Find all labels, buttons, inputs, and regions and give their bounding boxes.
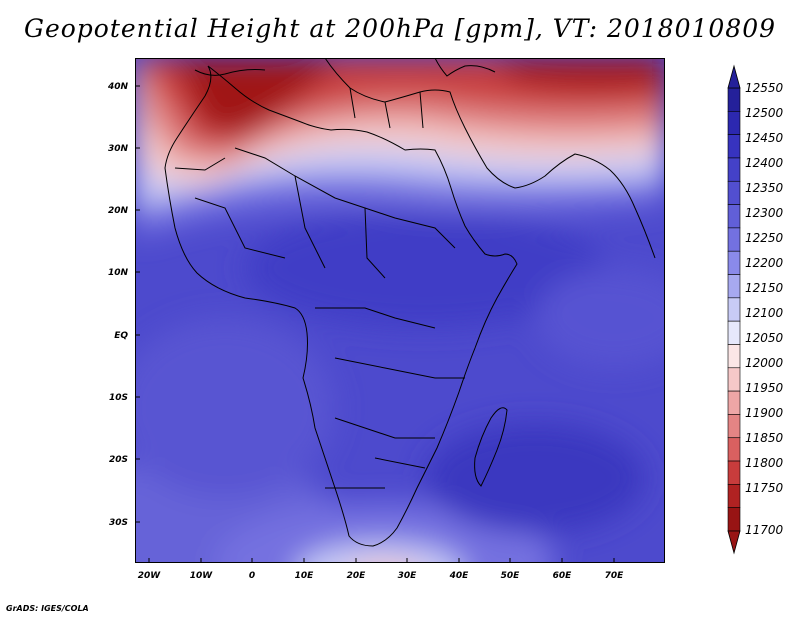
colorbar-box	[727, 274, 741, 299]
colorbar-box	[727, 460, 741, 485]
height-field	[135, 58, 665, 563]
colorbar-box	[727, 414, 741, 439]
colorbar-box	[727, 87, 741, 112]
colorbar-box	[727, 111, 741, 135]
colorbar-box	[727, 297, 741, 322]
colorbar-label: 11900	[745, 406, 784, 420]
lat-tick-label: EQ	[114, 331, 128, 341]
grads-credit: GrADS: IGES/COLA	[6, 604, 89, 613]
lon-tick-label: 10E	[295, 571, 315, 581]
colorbar-label: 12000	[745, 356, 784, 370]
lat-tick-label: 30S	[109, 518, 128, 528]
colorbar-box	[727, 180, 741, 205]
colorbar-bottom-arrow	[727, 530, 741, 555]
lon-tick-label: 20W	[138, 571, 162, 581]
lon-tick-label: 70E	[605, 571, 625, 581]
colorbar-box	[727, 250, 741, 275]
colorbar-label: 12550	[745, 81, 784, 95]
colorbar-labels: 12550 12500 12450 12400 12350 12300 1225…	[745, 81, 784, 537]
lon-tick-label: 10W	[190, 571, 214, 581]
coastlines	[164, 58, 656, 547]
colorbar-boxes	[727, 87, 741, 532]
lat-tick-label: 20S	[109, 455, 128, 465]
lat-tick-label: 20N	[108, 206, 129, 216]
colorbar-label: 11800	[745, 456, 784, 470]
colorbar-label: 12450	[745, 131, 784, 145]
colorbar-box	[727, 390, 741, 415]
lon-tick-label: 40E	[449, 571, 470, 581]
chart-title: Geopotential Height at 200hPa [gpm], VT:…	[23, 14, 777, 43]
colorbar-top-arrow	[727, 64, 741, 89]
colorbar-label: 11750	[745, 481, 784, 495]
colorbar-label: 12500	[745, 106, 784, 120]
lon-tick-label: 30E	[398, 571, 418, 581]
colorbar-label: 12250	[745, 231, 784, 245]
colorbar-box	[727, 344, 741, 369]
colorbar-label: 11850	[745, 431, 784, 445]
map-plot	[135, 58, 665, 563]
colorbar-label: 12400	[745, 156, 784, 170]
colorbar-box	[727, 227, 741, 252]
colorbar-label: 11700	[745, 523, 784, 537]
colorbar-label: 12200	[745, 256, 784, 270]
colorbar-box	[727, 484, 741, 508]
colorbar-box	[727, 507, 741, 532]
colorbar-label: 12150	[745, 281, 784, 295]
colorbar-label: 12050	[745, 331, 784, 345]
lon-tick-label: 50E	[501, 571, 521, 581]
lat-tick-label: 10S	[109, 393, 128, 403]
colorbar-box	[727, 437, 741, 462]
colorbar-box	[727, 157, 741, 182]
colorbar-box	[727, 367, 741, 392]
lon-tick-label: 60E	[553, 571, 573, 581]
colorbar-box	[727, 134, 741, 159]
colorbar-label: 12300	[745, 206, 784, 220]
lat-tick-label: 10N	[108, 268, 129, 278]
colorbar-label: 11950	[745, 381, 784, 395]
colorbar-box	[727, 320, 741, 345]
colorbar-label: 12100	[745, 306, 784, 320]
lat-tick-label: 30N	[108, 144, 129, 154]
lon-tick-label: 20E	[347, 571, 367, 581]
colorbar-box	[727, 204, 741, 229]
map-frame	[135, 58, 665, 563]
colorbar-label: 12350	[745, 181, 784, 195]
lon-tick-label: 0	[249, 571, 255, 581]
lat-tick-label: 40N	[107, 82, 129, 92]
